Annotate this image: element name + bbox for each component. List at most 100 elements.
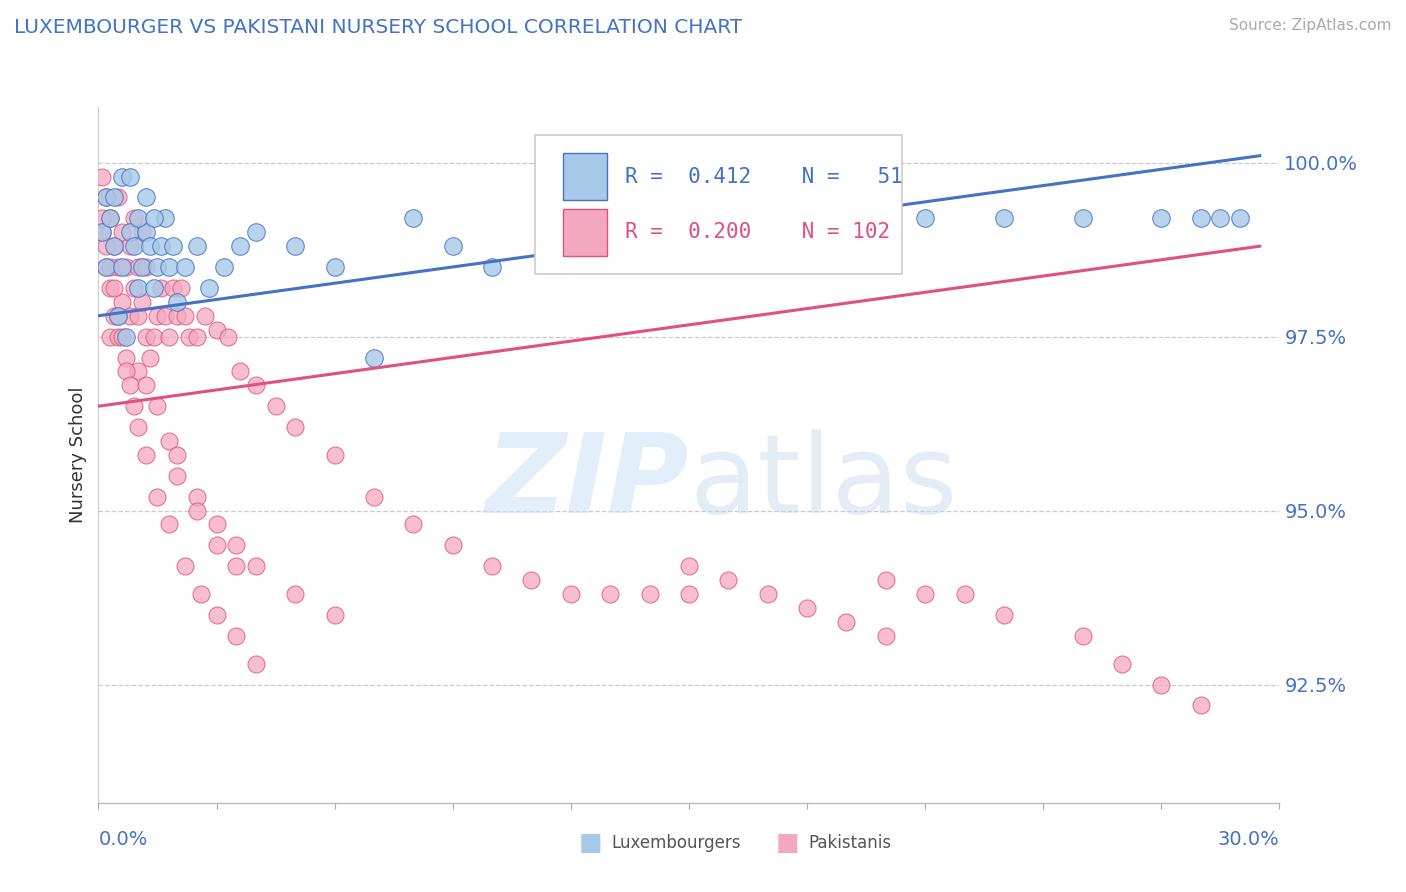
Point [96,239,118,253]
Point [323,607,346,622]
Point [717,573,740,587]
Point [131,260,153,274]
Point [1071,211,1094,226]
Point [138,351,160,365]
Text: 30.0%: 30.0% [1218,830,1279,848]
Point [323,448,346,462]
Text: R =  0.412    N =   51: R = 0.412 N = 51 [626,167,903,186]
Point [118,169,141,184]
Point [217,329,239,343]
Point [103,309,125,323]
Point [638,587,661,601]
Point [225,559,247,574]
Point [170,281,193,295]
Point [520,573,543,587]
Point [194,309,217,323]
Point [103,281,125,295]
Point [96,260,118,274]
Point [111,260,134,274]
Point [98,211,121,226]
Point [560,587,582,601]
Text: LUXEMBOURGER VS PAKISTANI NURSERY SCHOOL CORRELATION CHART: LUXEMBOURGER VS PAKISTANI NURSERY SCHOOL… [14,18,742,37]
Text: ZIP: ZIP [485,429,689,536]
Point [111,169,134,184]
Point [225,538,247,552]
Text: Luxembourgers: Luxembourgers [612,834,741,852]
Point [131,294,153,309]
Point [122,399,145,413]
Point [98,329,121,343]
Point [245,378,267,392]
Point [107,309,129,323]
Point [953,587,976,601]
Point [107,190,129,204]
Text: R =  0.200    N = 102: R = 0.200 N = 102 [626,222,890,243]
Point [146,490,169,504]
Point [98,281,121,295]
Point [875,629,897,643]
Point [205,517,228,532]
Text: 0.0%: 0.0% [98,830,148,848]
Point [481,559,503,574]
Point [678,225,700,239]
Point [186,503,208,517]
Point [118,225,141,239]
Point [142,329,165,343]
Point [796,601,818,615]
Point [174,309,197,323]
Point [599,587,621,601]
Point [96,260,118,274]
Point [875,573,897,587]
Point [150,281,173,295]
Point [135,448,157,462]
Point [402,211,425,226]
Point [402,517,425,532]
Text: ■: ■ [776,831,799,855]
Point [155,211,177,226]
Point [1150,211,1173,226]
Point [1111,657,1133,671]
Point [107,260,129,274]
Point [284,420,307,434]
Point [91,211,114,226]
Point [481,260,503,274]
Point [245,225,267,239]
Point [135,225,157,239]
Point [678,587,700,601]
Point [118,309,141,323]
Point [441,239,464,253]
Point [177,329,200,343]
Point [174,260,197,274]
Point [190,587,212,601]
Point [98,211,121,226]
Point [111,329,134,343]
Point [127,281,149,295]
Point [155,309,177,323]
Point [441,538,464,552]
Point [135,329,157,343]
Point [135,378,157,392]
Point [1189,698,1212,713]
Point [96,190,118,204]
Point [205,538,228,552]
Point [135,190,157,204]
Point [157,329,180,343]
Point [1071,629,1094,643]
Point [363,490,385,504]
Point [135,260,157,274]
Point [122,239,145,253]
Point [993,607,1015,622]
Point [142,211,165,226]
Point [127,260,149,274]
Point [540,211,562,226]
Point [115,364,138,378]
Point [914,587,936,601]
FancyBboxPatch shape [562,153,607,201]
Point [225,629,247,643]
Point [229,364,252,378]
Point [146,309,169,323]
Point [91,225,114,239]
Point [91,225,114,239]
Point [91,169,114,184]
Point [157,434,180,448]
